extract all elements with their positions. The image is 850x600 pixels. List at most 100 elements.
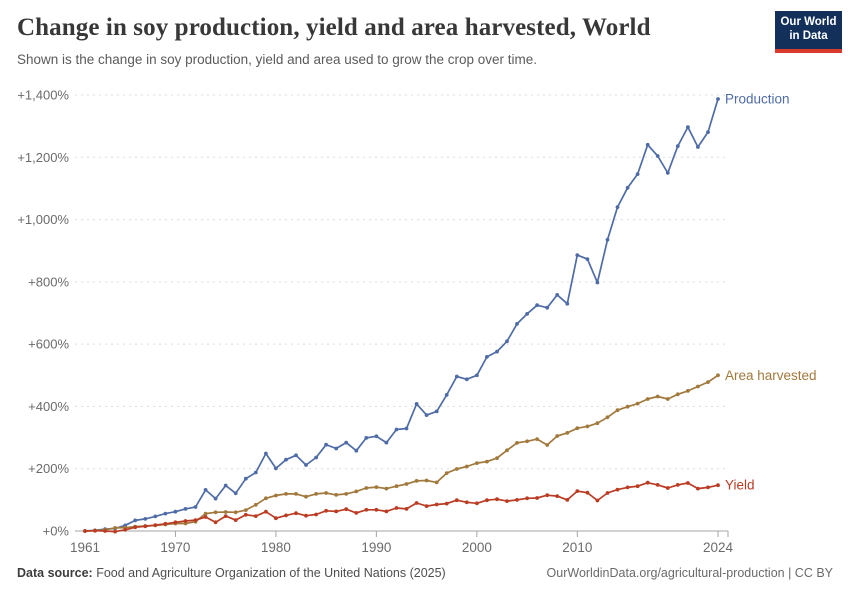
data-point[interactable]	[505, 499, 509, 503]
data-point[interactable]	[635, 484, 640, 489]
data-point[interactable]	[173, 520, 178, 525]
data-point[interactable]	[464, 500, 469, 505]
data-point[interactable]	[434, 409, 439, 414]
data-point[interactable]	[253, 514, 258, 518]
data-point[interactable]	[444, 501, 449, 506]
data-point[interactable]	[485, 498, 489, 503]
data-point[interactable]	[716, 97, 720, 101]
data-point[interactable]	[475, 501, 479, 506]
data-point[interactable]	[294, 492, 298, 496]
data-point[interactable]	[595, 498, 600, 503]
data-point[interactable]	[575, 426, 580, 431]
data-point[interactable]	[103, 529, 107, 533]
data-point[interactable]	[163, 511, 168, 516]
data-point[interactable]	[143, 517, 148, 521]
data-point[interactable]	[324, 508, 328, 513]
data-point[interactable]	[424, 413, 429, 417]
data-point[interactable]	[495, 456, 499, 460]
data-point[interactable]	[83, 529, 87, 533]
data-point[interactable]	[485, 459, 489, 464]
data-point[interactable]	[213, 510, 218, 515]
data-point[interactable]	[706, 380, 710, 384]
data-point[interactable]	[625, 404, 630, 409]
data-point[interactable]	[595, 421, 600, 426]
data-point[interactable]	[605, 237, 610, 242]
data-point[interactable]	[625, 185, 630, 190]
data-point[interactable]	[424, 504, 429, 508]
data-point[interactable]	[696, 486, 700, 491]
data-point[interactable]	[545, 443, 550, 447]
data-point[interactable]	[384, 440, 389, 445]
data-point[interactable]	[284, 457, 288, 462]
data-point[interactable]	[384, 509, 389, 514]
data-point[interactable]	[454, 498, 459, 503]
data-point[interactable]	[575, 253, 580, 257]
data-point[interactable]	[153, 523, 158, 527]
data-point[interactable]	[585, 490, 590, 495]
data-point[interactable]	[515, 498, 519, 502]
data-point[interactable]	[475, 373, 479, 378]
data-point[interactable]	[324, 491, 328, 495]
data-point[interactable]	[334, 446, 339, 451]
data-point[interactable]	[384, 486, 389, 491]
data-point[interactable]	[304, 513, 308, 518]
data-point[interactable]	[213, 496, 218, 501]
data-point[interactable]	[314, 492, 318, 496]
data-point[interactable]	[243, 512, 248, 517]
data-point[interactable]	[374, 507, 379, 512]
data-point[interactable]	[525, 312, 529, 316]
data-point[interactable]	[314, 455, 318, 460]
data-point[interactable]	[203, 511, 208, 516]
data-point[interactable]	[485, 355, 489, 359]
data-point[interactable]	[444, 471, 449, 475]
data-point[interactable]	[434, 502, 439, 507]
data-point[interactable]	[585, 424, 590, 429]
data-point[interactable]	[585, 257, 590, 261]
data-point[interactable]	[213, 520, 218, 525]
data-point[interactable]	[706, 130, 710, 135]
series-points-production[interactable]	[83, 97, 720, 533]
data-point[interactable]	[555, 293, 560, 297]
data-point[interactable]	[475, 461, 479, 465]
data-point[interactable]	[424, 478, 429, 483]
data-point[interactable]	[464, 464, 469, 469]
data-point[interactable]	[605, 415, 610, 420]
data-point[interactable]	[394, 427, 399, 432]
data-point[interactable]	[665, 486, 670, 490]
data-point[interactable]	[364, 507, 369, 512]
data-point[interactable]	[344, 440, 349, 445]
data-point[interactable]	[284, 513, 288, 518]
data-point[interactable]	[183, 507, 188, 511]
data-point[interactable]	[264, 496, 268, 501]
data-point[interactable]	[113, 526, 117, 530]
data-point[interactable]	[334, 509, 339, 514]
data-point[interactable]	[243, 476, 248, 481]
series-line-area-harvested[interactable]	[84, 374, 719, 532]
data-point[interactable]	[535, 303, 539, 308]
data-point[interactable]	[535, 437, 539, 441]
series-production[interactable]	[83, 97, 720, 533]
data-point[interactable]	[635, 172, 640, 177]
data-point[interactable]	[686, 125, 690, 129]
data-point[interactable]	[284, 492, 288, 496]
data-point[interactable]	[304, 494, 308, 499]
data-point[interactable]	[264, 509, 268, 514]
data-point[interactable]	[364, 486, 369, 490]
data-point[interactable]	[354, 448, 359, 453]
data-point[interactable]	[374, 434, 379, 439]
data-point[interactable]	[173, 509, 178, 514]
data-point[interactable]	[374, 485, 379, 489]
data-point[interactable]	[414, 402, 419, 406]
data-point[interactable]	[605, 491, 610, 495]
data-point[interactable]	[243, 508, 248, 512]
data-point[interactable]	[294, 511, 298, 516]
data-point[interactable]	[545, 305, 550, 310]
data-point[interactable]	[675, 392, 680, 397]
data-point[interactable]	[635, 401, 640, 406]
data-point[interactable]	[625, 485, 630, 490]
data-point[interactable]	[394, 506, 399, 510]
data-point[interactable]	[183, 519, 188, 523]
data-point[interactable]	[253, 470, 258, 475]
data-point[interactable]	[464, 377, 469, 382]
data-point[interactable]	[655, 394, 660, 399]
